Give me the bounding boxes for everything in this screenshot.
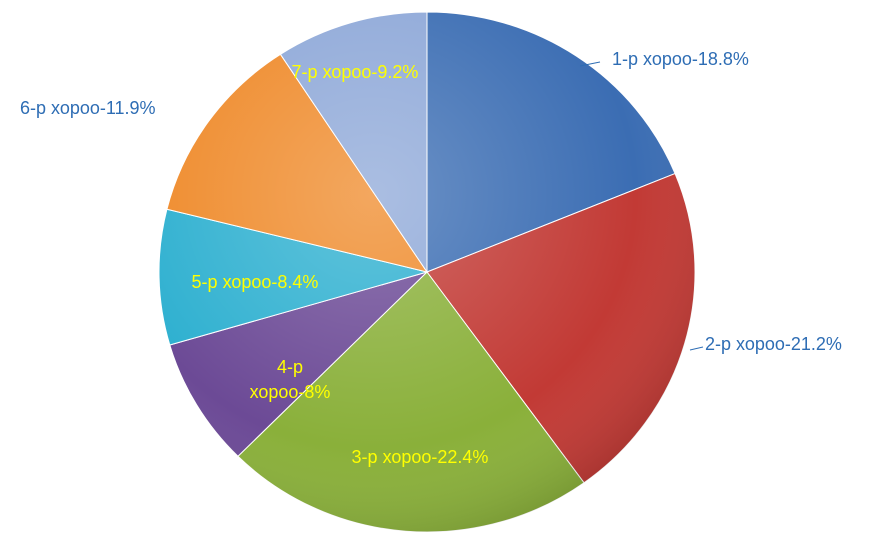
data-label: 5-р хороо-8.4% bbox=[191, 272, 319, 292]
leader-line bbox=[689, 346, 704, 351]
data-label: 6-р хороо-11.9% bbox=[20, 98, 156, 118]
leader-line bbox=[579, 61, 601, 67]
data-label: 7-р хороо-9.2% bbox=[291, 62, 419, 82]
data-label: 4-р хороо-8% bbox=[249, 357, 331, 402]
data-label: 3-р хороо-22.4% bbox=[351, 447, 489, 467]
data-label: 1-р хороо-18.8% bbox=[612, 49, 749, 69]
data-label: 2-р хороо-21.2% bbox=[705, 334, 842, 354]
